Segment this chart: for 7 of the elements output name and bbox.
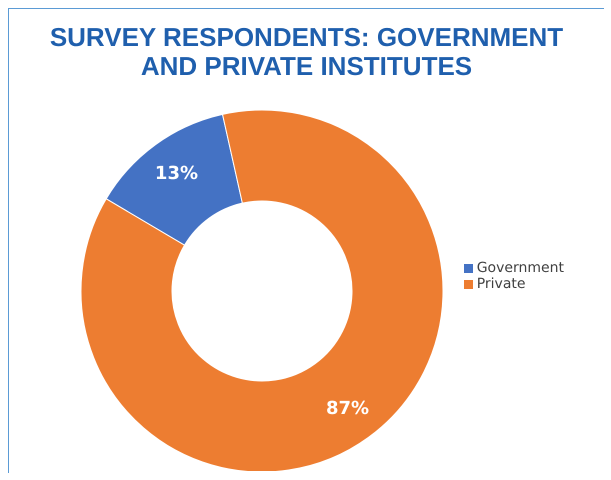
- data-label: 87%: [326, 398, 370, 420]
- legend-label: Private: [476, 276, 526, 292]
- legend-label: Government: [476, 260, 564, 276]
- data-label: 13%: [154, 162, 198, 184]
- donut-slice: [106, 114, 243, 246]
- donut-slice: [80, 110, 444, 471]
- chart-title: SURVEY RESPONDENTS: GOVERNMENT AND PRIVATE INSTITUTES: [48, 21, 564, 81]
